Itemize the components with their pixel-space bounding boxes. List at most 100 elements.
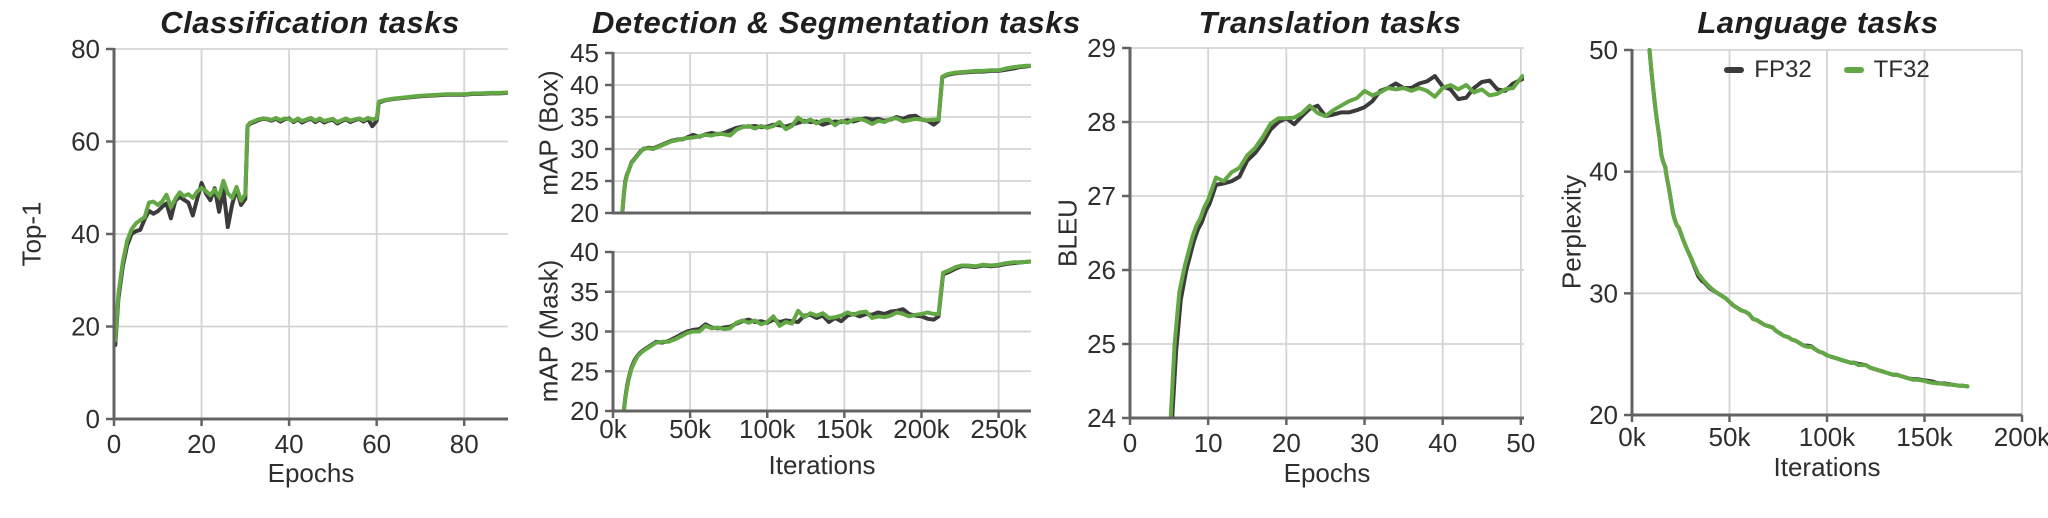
y-tick-label: 50 <box>1589 35 1618 65</box>
chart-title-translation: Translation tasks <box>1198 5 1462 40</box>
tf32-line-swatch-icon <box>1843 67 1864 73</box>
y-axis-label-map-mask: mAP (Mask) <box>533 259 564 403</box>
x-tick-label: 200k <box>1994 422 2048 452</box>
y-tick-label: 20 <box>570 396 599 426</box>
y-tick-label: 25 <box>1087 329 1116 359</box>
series-line-tf32 <box>621 259 1031 411</box>
tick-labels: 20 30 40 50 0k 50k 100k 150k 200k <box>1589 35 2048 452</box>
y-tick-label: 60 <box>71 127 100 157</box>
series-group <box>621 259 1031 411</box>
legend-item-fp32: FP32 <box>1724 56 1812 84</box>
gridlines <box>613 52 1031 214</box>
y-tick-label: 0 <box>86 404 100 434</box>
y-tick-label: 24 <box>1087 403 1116 433</box>
x-tick-label: 0k <box>599 414 627 444</box>
y-tick-label: 25 <box>570 166 599 196</box>
y-tick-label: 40 <box>570 237 599 267</box>
x-tick-label: 0k <box>1618 422 1646 452</box>
fp32-line-swatch-icon <box>1724 67 1745 73</box>
x-tick-label: 30 <box>1350 428 1379 458</box>
series-line-tf32 <box>114 90 508 343</box>
y-tick-label: 30 <box>570 317 599 347</box>
axes <box>611 52 1031 215</box>
x-tick-label: 40 <box>1428 428 1457 458</box>
tick-labels: 20 25 30 35 40 0k 50k 100k 150k 200k 250k <box>570 237 1028 444</box>
x-axis-label-language: Iterations <box>1773 452 1881 482</box>
x-tick-label: 100k <box>739 414 796 444</box>
chart-language: 20 30 40 50 0k 50k 100k 150k 200k <box>1589 35 2048 452</box>
series-line-tf32 <box>1647 48 1970 389</box>
gridlines <box>1130 47 1524 419</box>
x-tick-label: 0 <box>107 429 121 459</box>
y-tick-label: 35 <box>570 277 599 307</box>
y-tick-label: 20 <box>71 312 100 342</box>
x-tick-label: 50k <box>1709 422 1752 452</box>
series-line-tf32 <box>1168 74 1524 418</box>
axes <box>1128 47 1524 420</box>
y-tick-label: 20 <box>570 198 599 228</box>
y-tick-label: 80 <box>71 34 100 64</box>
series-line-fp32 <box>114 90 508 347</box>
y-tick-label: 28 <box>1087 107 1116 137</box>
y-tick-label: 29 <box>1087 33 1116 63</box>
x-tick-label: 80 <box>450 429 479 459</box>
chart-title-classification: Classification tasks <box>160 5 460 40</box>
y-tick-label: 27 <box>1087 181 1116 211</box>
legend: FP32 TF32 <box>1632 56 2022 84</box>
y-tick-label: 30 <box>570 134 599 164</box>
gridlines <box>613 251 1031 412</box>
y-tick-label: 40 <box>570 70 599 100</box>
legend-item-tf32: TF32 <box>1843 56 1930 84</box>
x-tick-label: 250k <box>970 414 1027 444</box>
y-axis-label-perplexity: Perplexity <box>1556 174 1587 290</box>
chart-translation: 24 25 26 27 28 29 0 10 20 30 40 50 <box>1087 33 1535 458</box>
chart-title-detection-segmentation: Detection & Segmentation tasks <box>592 5 1081 40</box>
y-tick-label: 26 <box>1087 255 1116 285</box>
series-group <box>114 90 508 347</box>
gridlines <box>114 48 508 420</box>
x-axis-label-translation: Epochs <box>1283 458 1371 488</box>
y-tick-label: 35 <box>570 102 599 132</box>
y-tick-label: 40 <box>71 219 100 249</box>
chart-map_mask: 20 25 30 35 40 0k 50k 100k 150k 200k 250k <box>570 237 1031 444</box>
series-line-fp32 <box>1647 48 1970 389</box>
y-axis-label-map-box: mAP (Box) <box>533 70 564 196</box>
x-axis-label-detection: Iterations <box>768 450 876 480</box>
x-tick-label: 20 <box>1272 428 1301 458</box>
x-tick-label: 200k <box>893 414 950 444</box>
tick-labels: 24 25 26 27 28 29 0 10 20 30 40 50 <box>1087 33 1535 458</box>
x-axis-label-classification: Epochs <box>267 458 355 488</box>
chart-classification: 0 20 40 60 80 0 20 40 60 80 <box>71 34 508 459</box>
x-tick-label: 50 <box>1506 428 1535 458</box>
legend-label-fp32: FP32 <box>1754 56 1812 83</box>
x-tick-label: 150k <box>1896 422 1953 452</box>
y-tick-label: 20 <box>1589 400 1618 430</box>
series-group <box>1168 74 1524 418</box>
x-tick-label: 40 <box>275 429 304 459</box>
series-group <box>620 63 1031 213</box>
chart-title-language: Language tasks <box>1697 5 1939 40</box>
x-tick-label: 150k <box>816 414 873 444</box>
tick-labels: 0 20 40 60 80 0 20 40 60 80 <box>71 34 479 459</box>
y-tick-label: 40 <box>1589 157 1618 187</box>
legend-label-tf32: TF32 <box>1873 56 1930 83</box>
y-axis-label-bleu: BLEU <box>1052 199 1083 267</box>
x-tick-label: 20 <box>187 429 216 459</box>
gridlines <box>1632 49 2023 416</box>
y-tick-label: 45 <box>570 38 599 68</box>
y-tick-label: 25 <box>570 356 599 386</box>
x-tick-label: 0 <box>1123 428 1137 458</box>
x-tick-label: 100k <box>1799 422 1856 452</box>
series-group <box>1647 48 1970 389</box>
x-tick-label: 60 <box>362 429 391 459</box>
x-tick-label: 50k <box>669 414 712 444</box>
y-axis-label-top1: Top-1 <box>16 201 47 267</box>
x-tick-label: 10 <box>1194 428 1223 458</box>
series-line-tf32 <box>620 63 1031 213</box>
series-line-fp32 <box>1170 74 1524 418</box>
y-tick-label: 30 <box>1589 278 1618 308</box>
